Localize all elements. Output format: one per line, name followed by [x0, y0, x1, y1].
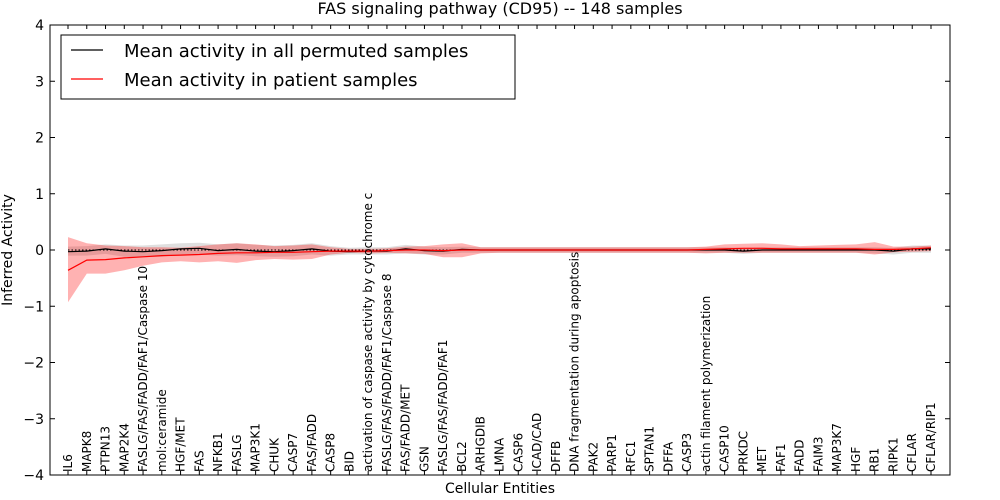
- x-tick-label: MAP3K7: [830, 423, 844, 472]
- y-tick-label: 4: [35, 18, 44, 34]
- x-tick-label: RFC1: [624, 441, 638, 472]
- x-tick-label: FASLG/FAS/FADD/FAF1/Caspase 10: [136, 266, 150, 472]
- chart-title: FAS signaling pathway (CD95) -- 148 samp…: [317, 0, 682, 18]
- x-tick-label: PTPN13: [99, 426, 113, 472]
- legend: Mean activity in all permuted samples Me…: [60, 34, 516, 100]
- x-tick-label: CHUK: [267, 437, 281, 472]
- x-tick-label: FAS/FADD/MET: [399, 384, 413, 472]
- x-tick-label: NFKB1: [211, 432, 225, 472]
- x-tick-label: LMNA: [493, 437, 507, 472]
- legend-label-permuted: Mean activity in all permuted samples: [124, 41, 468, 62]
- x-tick-label: PAK2: [586, 442, 600, 472]
- x-tick-label: CFLAR/RIP1: [924, 402, 938, 472]
- x-tick-label: CASP3: [680, 433, 694, 472]
- x-tick-label: IL6: [61, 454, 75, 472]
- x-tick-label: actin filament polymerization: [699, 296, 713, 472]
- y-tick-label: 1: [35, 187, 44, 203]
- legend-label-patient: Mean activity in patient samples: [124, 70, 418, 91]
- y-tick-label: −3: [23, 412, 44, 428]
- x-tick-label: FASLG/FAS/FADD/FAF1/Caspase 8: [380, 274, 394, 473]
- y-axis-label: Inferred Activity: [0, 194, 16, 306]
- x-axis-ticks: IL6 MAPK8 PTPN13 MAP2K4 FASLG/FAS/FADD/FAF1/…: [61, 25, 938, 475]
- y-tick-label: 2: [35, 131, 44, 147]
- x-tick-label: HGF: [849, 447, 863, 472]
- x-tick-label: PRKDC: [736, 431, 750, 472]
- y-tick-label: 3: [35, 74, 44, 90]
- x-tick-label: CASP8: [324, 433, 338, 472]
- x-tick-label: GSN: [418, 446, 432, 472]
- y-tick-label: 0: [35, 243, 44, 259]
- confidence-bands: [68, 237, 931, 303]
- x-tick-label: BID: [342, 451, 356, 472]
- x-tick-label: HGF/MET: [174, 417, 188, 472]
- x-tick-label: MAP2K4: [117, 423, 131, 472]
- y-tick-label: −4: [23, 468, 44, 484]
- x-tick-label: MAPK8: [80, 431, 94, 472]
- x-tick-label: SPTAN1: [643, 426, 657, 472]
- y-axis-ticks: −4 −3 −2 −1 0 1 2 3 4: [23, 18, 950, 484]
- x-tick-label: FASLG/FAS/FADD/FAF1: [436, 340, 450, 472]
- x-tick-label: FAIM3: [811, 436, 825, 472]
- x-tick-label: BCL2: [455, 441, 469, 472]
- y-tick-label: −1: [23, 299, 44, 315]
- x-tick-label: DFFB: [549, 441, 563, 472]
- x-tick-label: RB1: [868, 448, 882, 472]
- x-tick-label: CASP7: [286, 433, 300, 472]
- x-tick-label: MAP3K1: [249, 423, 263, 472]
- series-lines: [67, 247, 932, 271]
- x-tick-label: mol:ceramide: [155, 389, 169, 472]
- x-axis-label: Cellular Entities: [445, 481, 555, 497]
- legend-box: [60, 34, 516, 100]
- x-tick-label: DNA fragmentation during apoptosis: [568, 252, 582, 472]
- band-patient: [68, 237, 931, 303]
- x-tick-label: FAS: [192, 450, 206, 472]
- x-tick-label: ARHGDIB: [474, 416, 488, 472]
- x-tick-label: FADD: [793, 440, 807, 473]
- x-tick-label: CFLAR: [905, 433, 919, 472]
- x-tick-label: CASP10: [718, 425, 732, 472]
- plot-frame: [49, 24, 951, 476]
- x-tick-label: FASLG: [230, 434, 244, 472]
- line-patient: [67, 247, 932, 271]
- x-tick-label: FAS/FADD: [305, 414, 319, 472]
- x-tick-label: CASP6: [511, 433, 525, 472]
- y-tick-label: −2: [23, 356, 44, 372]
- x-tick-label: MET: [755, 446, 769, 472]
- x-tick-label: PARP1: [605, 434, 619, 472]
- x-tick-label: RIPK1: [887, 437, 901, 472]
- x-tick-label: activation of caspase activity by cytoch…: [361, 193, 375, 472]
- x-tick-label: DFFA: [661, 441, 675, 472]
- x-tick-label: FAF1: [774, 443, 788, 472]
- x-tick-label: ICAD/CAD: [530, 413, 544, 472]
